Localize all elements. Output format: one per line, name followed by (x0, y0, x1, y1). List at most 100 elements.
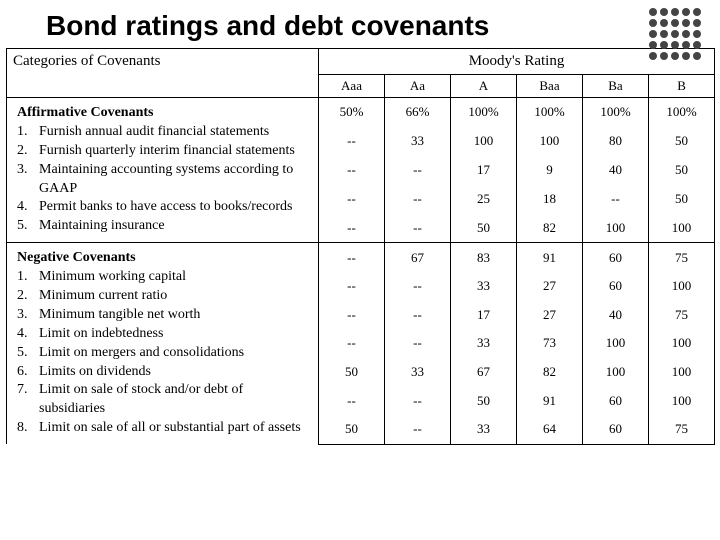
cell: 82 (517, 358, 583, 387)
cell: 33 (385, 127, 451, 156)
list-text: Maintaining insurance (39, 217, 310, 236)
cell: -- (385, 386, 451, 415)
header-categories: Categories of Covenants (7, 49, 319, 98)
cell: 91 (517, 386, 583, 415)
cell: -- (319, 127, 385, 156)
cell: 75 (649, 243, 715, 272)
cell: -- (385, 213, 451, 242)
list-text: Furnish quarterly interim financial stat… (39, 142, 310, 161)
cell: 27 (517, 272, 583, 301)
cell: 100% (451, 98, 517, 127)
cell: 50 (319, 358, 385, 387)
cell: 66% (385, 98, 451, 127)
cell: 50 (319, 415, 385, 444)
cell: 100 (649, 272, 715, 301)
corner-dots-decor (649, 8, 702, 61)
cell: -- (385, 272, 451, 301)
list-text: Limit on indebtedness (39, 325, 310, 344)
cell: 75 (649, 415, 715, 444)
affirmative-cell: Affirmative Covenants 1.Furnish annual a… (7, 98, 319, 243)
cell: -- (319, 300, 385, 329)
list-num: 3. (17, 306, 39, 325)
cell: 25 (451, 185, 517, 214)
list-text: Minimum current ratio (39, 287, 310, 306)
cell: 17 (451, 300, 517, 329)
cell: 33 (451, 415, 517, 444)
cell: -- (319, 272, 385, 301)
cell: 75 (649, 300, 715, 329)
cell: 60 (583, 386, 649, 415)
list-num: 1. (17, 268, 39, 287)
cell: 82 (517, 213, 583, 242)
cell: 100 (583, 329, 649, 358)
cell: 60 (583, 272, 649, 301)
cell: -- (319, 213, 385, 242)
cell: 40 (583, 300, 649, 329)
list-text: Limit on mergers and consolidations (39, 344, 310, 363)
cell: 64 (517, 415, 583, 444)
cell: 50 (649, 127, 715, 156)
table-row: Negative Covenants 1.Minimum working cap… (7, 243, 715, 272)
list-num: 7. (17, 381, 39, 419)
cell: 73 (517, 329, 583, 358)
cell: 18 (517, 185, 583, 214)
cell: 33 (451, 272, 517, 301)
cell: -- (319, 386, 385, 415)
list-text: Furnish annual audit financial statement… (39, 123, 310, 142)
list-num: 5. (17, 217, 39, 236)
cell: -- (385, 156, 451, 185)
cell: 100% (583, 98, 649, 127)
list-num: 4. (17, 198, 39, 217)
list-num: 1. (17, 123, 39, 142)
cell: 100 (649, 213, 715, 242)
list-text: Limit on sale of all or substantial part… (39, 419, 310, 438)
cell: -- (385, 185, 451, 214)
cell: -- (319, 329, 385, 358)
cell: -- (319, 156, 385, 185)
list-text: Permit banks to have access to books/rec… (39, 198, 310, 217)
cell: 9 (517, 156, 583, 185)
col-aa: Aa (385, 75, 451, 98)
list-num: 8. (17, 419, 39, 438)
negative-list: 1.Minimum working capital 2.Minimum curr… (17, 268, 310, 438)
negative-cell: Negative Covenants 1.Minimum working cap… (7, 243, 319, 444)
cell: -- (385, 415, 451, 444)
cell: 100 (451, 127, 517, 156)
cell: 100 (649, 329, 715, 358)
list-text: Maintaining accounting systems according… (39, 161, 310, 199)
cell: 17 (451, 156, 517, 185)
cell: 83 (451, 243, 517, 272)
list-num: 5. (17, 344, 39, 363)
col-baa: Baa (517, 75, 583, 98)
negative-title: Negative Covenants (17, 250, 136, 265)
cell: 91 (517, 243, 583, 272)
cell: 100 (583, 358, 649, 387)
cell: 100 (517, 127, 583, 156)
cell: 33 (451, 329, 517, 358)
cell: 33 (385, 358, 451, 387)
col-aaa: Aaa (319, 75, 385, 98)
cell: 50 (451, 386, 517, 415)
cell: 50 (649, 156, 715, 185)
list-num: 2. (17, 142, 39, 161)
list-text: Limits on dividends (39, 363, 310, 382)
cell: -- (319, 243, 385, 272)
table-row: Affirmative Covenants 1.Furnish annual a… (7, 98, 715, 127)
list-text: Limit on sale of stock and/or debt of su… (39, 381, 310, 419)
list-num: 6. (17, 363, 39, 382)
cell: 67 (385, 243, 451, 272)
cell: 50% (319, 98, 385, 127)
col-ba: Ba (583, 75, 649, 98)
affirmative-title: Affirmative Covenants (17, 105, 153, 120)
cell: 100% (649, 98, 715, 127)
covenants-table: Categories of Covenants Moody's Rating A… (6, 48, 715, 445)
affirmative-list: 1.Furnish annual audit financial stateme… (17, 123, 310, 236)
cell: -- (583, 185, 649, 214)
list-text: Minimum tangible net worth (39, 306, 310, 325)
cell: 100 (649, 386, 715, 415)
col-a: A (451, 75, 517, 98)
cell: 60 (583, 415, 649, 444)
cell: 27 (517, 300, 583, 329)
cell: 40 (583, 156, 649, 185)
page-title: Bond ratings and debt covenants (0, 0, 720, 48)
